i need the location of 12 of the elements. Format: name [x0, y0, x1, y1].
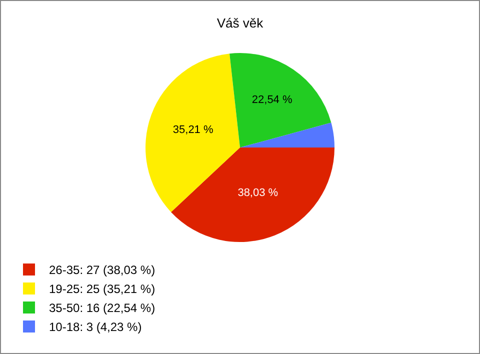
legend-label: 19-25: 25 (35,21 %) — [49, 282, 156, 296]
pie-slice — [230, 53, 332, 148]
pie-slice — [240, 122, 334, 148]
legend-label: 26-35: 27 (38,03 %) — [49, 263, 156, 278]
pie-slice — [171, 148, 334, 242]
chart-title: Váš věk — [216, 16, 264, 31]
data-label: 35,21 % — [172, 124, 214, 136]
data-label: 22,54 % — [252, 94, 292, 106]
pie-slice — [146, 54, 240, 212]
legend-label: 10-18: 3 (4,23 %) — [49, 320, 142, 334]
legend-label: 35-50: 16 (22,54 %) — [49, 301, 156, 316]
data-label: 38,03 % — [238, 187, 278, 200]
